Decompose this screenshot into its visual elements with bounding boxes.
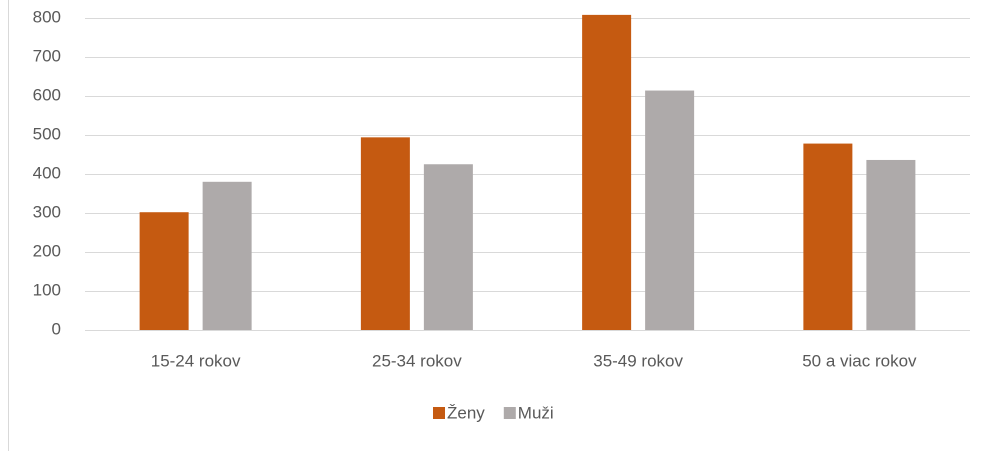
bar (645, 90, 695, 330)
x-tick-label: 25-34 rokov (372, 351, 462, 370)
legend-swatch (433, 407, 445, 419)
y-tick-label: 400 (33, 163, 61, 182)
y-tick-label: 100 (33, 280, 61, 299)
y-tick-label: 500 (33, 124, 61, 143)
x-tick-label: 35-49 rokov (593, 351, 683, 370)
y-tick-label: 0 (52, 319, 61, 338)
bar (139, 212, 189, 330)
bar (803, 143, 853, 330)
y-tick-label: 200 (33, 241, 61, 260)
legend-label: Muži (518, 403, 554, 422)
bar (202, 181, 252, 330)
x-tick-label: 50 a viac rokov (802, 351, 917, 370)
bar (423, 164, 473, 330)
bar (866, 159, 916, 330)
y-tick-label: 600 (33, 85, 61, 104)
y-tick-label: 700 (33, 46, 61, 65)
legend-label: Ženy (447, 403, 485, 422)
x-tick-label: 15-24 rokov (151, 351, 241, 370)
legend-swatch (503, 407, 516, 419)
y-tick-label: 800 (33, 7, 61, 26)
bar (582, 14, 632, 330)
y-tick-label: 300 (33, 202, 61, 221)
bar (360, 137, 410, 330)
